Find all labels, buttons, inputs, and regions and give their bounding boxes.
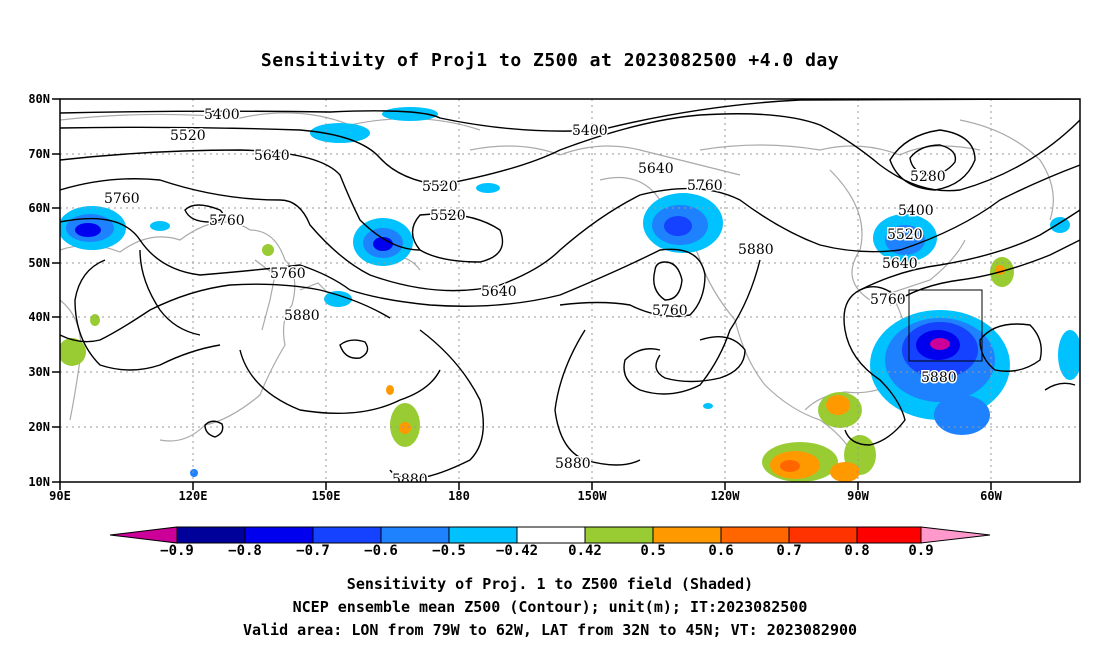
- contour-label: 5760: [104, 191, 140, 207]
- contour-label: 5400: [204, 107, 240, 123]
- lat-label: 60N: [28, 201, 50, 215]
- lat-label: 30N: [28, 365, 50, 379]
- lon-label: 120W: [710, 489, 740, 503]
- lon-label: 60W: [980, 489, 1002, 503]
- contour-label: 5400: [572, 123, 608, 139]
- lat-label: 70N: [28, 147, 50, 161]
- colorbar-label: −0.8: [228, 543, 262, 559]
- contour-label: 5760: [870, 292, 906, 308]
- colorbar-cell: [244, 526, 314, 544]
- sensitivity-shading: [60, 107, 1080, 482]
- contour-label: 5880: [284, 308, 320, 324]
- colorbar-label: 0.42: [568, 543, 602, 559]
- contour-label: 5880: [555, 456, 591, 472]
- colorbar-label: 0.5: [640, 543, 666, 559]
- colorbar-cell: [788, 526, 858, 544]
- contour-label: 5520: [422, 179, 458, 195]
- contour-label: 5640: [254, 148, 290, 164]
- colorbar-cell: [516, 526, 586, 544]
- graticule: [60, 99, 1080, 482]
- colorbar-label: −0.7: [296, 543, 330, 559]
- contour-label: 5760: [209, 213, 245, 229]
- caption-shaded: Sensitivity of Proj. 1 to Z500 field (Sh…: [346, 575, 754, 593]
- lon-label: 90E: [49, 489, 71, 503]
- colorbar-cell: [920, 526, 991, 544]
- contour-label: 5760: [652, 303, 688, 319]
- lon-label: 120E: [178, 489, 208, 503]
- colorbar-label: 0.9: [908, 543, 934, 559]
- lon-label: 150W: [577, 489, 607, 503]
- colorbar-label: 0.8: [844, 543, 870, 559]
- contour-label: 5880: [738, 242, 774, 258]
- colorbar-cell: [380, 526, 450, 544]
- contour-label: 5640: [882, 256, 918, 272]
- lat-label: 50N: [28, 256, 50, 270]
- colorbar-cell: [720, 526, 790, 544]
- lon-label: 150E: [311, 489, 341, 503]
- colorbar-cell: [312, 526, 382, 544]
- colorbar-cell: [652, 526, 722, 544]
- contour-label: 5520: [170, 128, 206, 144]
- contour-label: 5520: [430, 208, 466, 224]
- colorbar-label: −0.9: [160, 543, 194, 559]
- contour-label: 5640: [481, 284, 517, 300]
- contour-label: 5760: [687, 178, 723, 194]
- colorbar-label: 0.7: [776, 543, 802, 559]
- caption-contour: NCEP ensemble mean Z500 (Contour); unit(…: [292, 598, 808, 616]
- valid-area-box: [908, 289, 983, 362]
- caption-valid-area: Valid area: LON from 79W to 62W, LAT fro…: [242, 621, 858, 639]
- colorbar-cell: [448, 526, 518, 544]
- colorbar-cell: [109, 526, 178, 544]
- axis-ticks: [52, 98, 992, 490]
- lat-label: 40N: [28, 310, 50, 324]
- lat-label: 20N: [28, 420, 50, 434]
- contour-label: 5400: [898, 203, 934, 219]
- contour-label: 5280: [910, 169, 946, 185]
- colorbar-cell: [176, 526, 246, 544]
- lat-label: 10N: [28, 475, 50, 489]
- contour-label-group: 5400 5520 5640 5760 5760 5520 5520 5400 …: [103, 106, 959, 488]
- lat-label: 80N: [28, 92, 50, 106]
- lon-label: 180: [448, 489, 470, 503]
- colorbar-cell: [856, 526, 922, 544]
- plot-title: Sensitivity of Proj1 to Z500 at 20230825…: [260, 50, 840, 71]
- contour-label: 5640: [638, 161, 674, 177]
- z500-contours: [60, 99, 1080, 479]
- colorbar: [109, 526, 991, 544]
- colorbar-cell: [584, 526, 654, 544]
- contour-label: 5520: [887, 227, 923, 243]
- lon-label: 90W: [847, 489, 869, 503]
- contour-label: 5880: [392, 472, 428, 488]
- contour-label: 5760: [270, 266, 306, 282]
- colorbar-label: −0.6: [364, 543, 398, 559]
- colorbar-label: 0.6: [708, 543, 734, 559]
- map-frame: [59, 98, 1081, 483]
- colorbar-label: −0.5: [432, 543, 466, 559]
- colorbar-label: −0.42: [495, 543, 539, 559]
- contour-label: 5880: [921, 370, 957, 386]
